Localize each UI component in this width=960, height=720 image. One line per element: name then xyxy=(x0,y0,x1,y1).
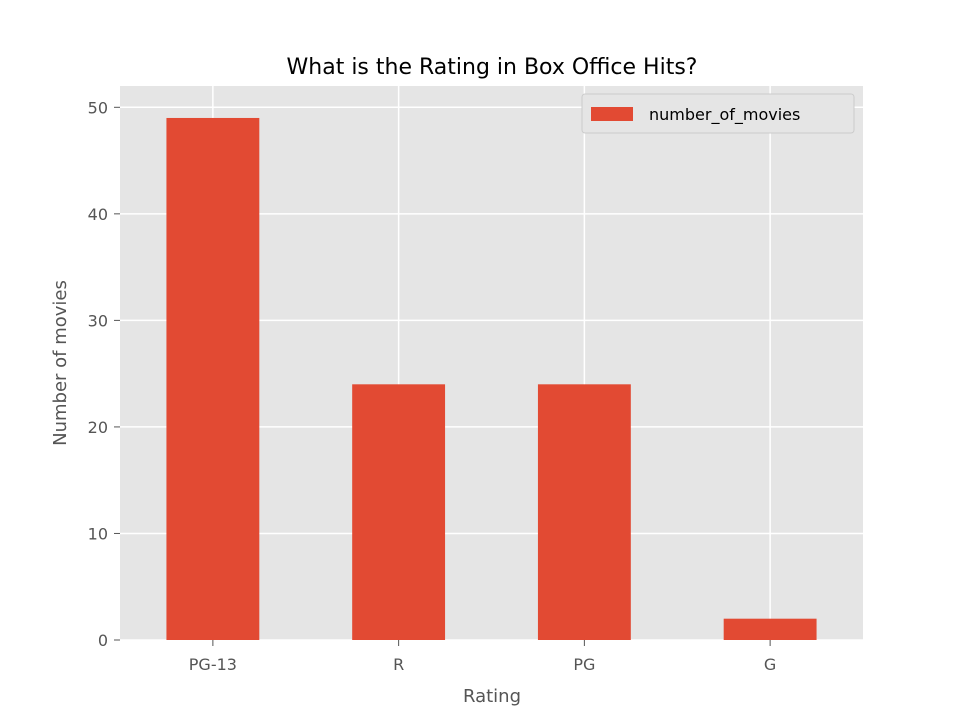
y-tick-label: 10 xyxy=(88,524,108,543)
y-tick-label: 0 xyxy=(98,631,108,650)
x-tick-label: PG-13 xyxy=(189,655,237,674)
bar-r xyxy=(352,384,446,640)
bar-g xyxy=(723,618,817,640)
y-axis-label: Number of movies xyxy=(50,280,71,446)
legend-swatch xyxy=(591,107,633,121)
bar-pg xyxy=(537,384,631,640)
legend-box xyxy=(581,93,855,134)
x-tick-label: R xyxy=(393,655,404,674)
y-tick-label: 40 xyxy=(88,205,108,224)
x-axis-label: Rating xyxy=(463,686,521,707)
y-tick-label: 20 xyxy=(88,418,108,437)
legend: number_of_movies xyxy=(581,93,855,134)
chart-title: What is the Rating in Box Office Hits? xyxy=(287,55,698,80)
y-axis: 0 10 20 30 40 50 xyxy=(88,98,120,650)
x-tick-label: PG xyxy=(573,655,595,674)
legend-label: number_of_movies xyxy=(649,105,800,125)
y-tick-label: 30 xyxy=(88,311,108,330)
y-tick-label: 50 xyxy=(88,98,108,117)
x-axis: PG-13 R PG G xyxy=(189,640,776,674)
bar-pg-13 xyxy=(166,117,260,640)
x-tick-label: G xyxy=(764,655,776,674)
bars xyxy=(166,117,817,640)
